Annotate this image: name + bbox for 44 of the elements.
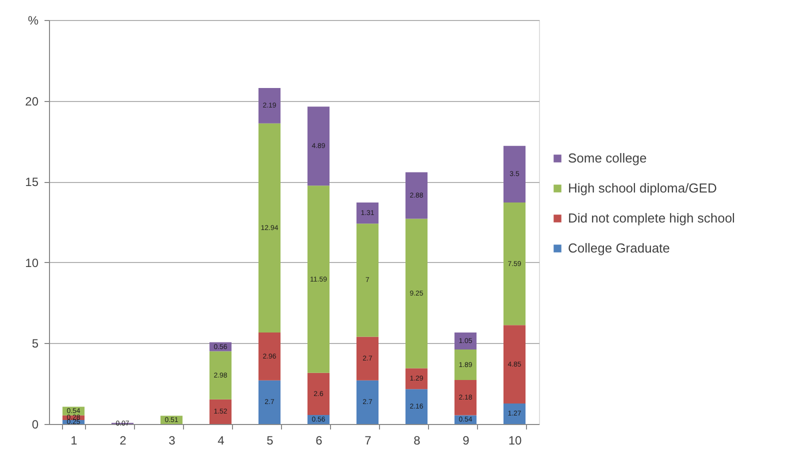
bar: [356, 202, 379, 224]
x-tick-label: 4: [218, 434, 225, 448]
bar: [258, 123, 281, 333]
y-tick-label: 5: [32, 336, 39, 351]
legend-label: High school diploma/GED: [568, 180, 717, 196]
x-tick-label: 5: [266, 434, 274, 448]
bar: [258, 88, 281, 124]
bar: [258, 380, 281, 424]
x-tick-label: 10: [508, 434, 522, 448]
y-tick-label: 10: [25, 256, 39, 270]
bar: [356, 224, 379, 337]
bar: [356, 336, 379, 380]
bar: [454, 350, 477, 380]
bar: [209, 399, 232, 424]
bar: [503, 202, 526, 326]
y-tick-label: %: [28, 14, 39, 28]
bar: [405, 368, 428, 390]
bar: [405, 389, 428, 424]
legend-label: Did not complete high school: [568, 210, 736, 226]
bar: [307, 186, 330, 373]
bar: [405, 218, 428, 368]
bar: [356, 380, 379, 424]
y-tick-label: 15: [25, 175, 39, 190]
bar: [503, 403, 526, 424]
bar: [209, 351, 232, 400]
bar: [454, 332, 477, 350]
x-tick-label: 7: [364, 434, 372, 448]
x-tick-label: 3: [168, 434, 176, 448]
bar: [307, 372, 330, 415]
bar: [503, 325, 526, 404]
bar: [307, 106, 330, 186]
bar: [503, 146, 526, 202]
legend-label: Some college: [568, 150, 647, 166]
bar: [454, 380, 477, 416]
y-tick-label: 20: [25, 94, 39, 108]
x-tick-label: 6: [316, 434, 323, 448]
x-tick-label: 9: [462, 434, 470, 448]
bar: [258, 332, 281, 380]
y-tick-label: 0: [32, 418, 39, 432]
x-tick-label: 1: [70, 434, 78, 448]
x-tick-label: 8: [414, 434, 421, 448]
bar: [405, 172, 428, 219]
x-tick-label: 2: [120, 434, 127, 448]
legend-label: College Graduate: [568, 240, 670, 256]
